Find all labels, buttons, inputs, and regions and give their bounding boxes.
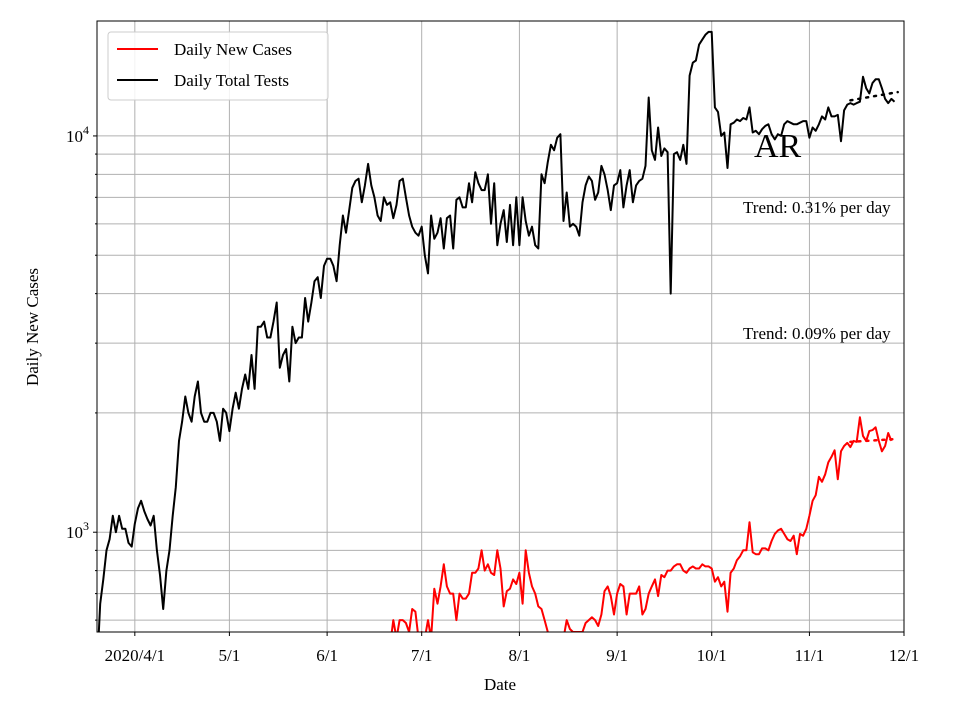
y-tick-label: 103 [66,519,89,542]
x-tick-label: 6/1 [316,646,338,665]
plot-frame [96,20,905,633]
y-axis-label: Daily New Cases [23,268,42,386]
trend-line-daily-new-cases [849,437,899,444]
x-tick-label: 5/1 [219,646,241,665]
x-axis: 2020/4/1 5/1 6/1 7/1 8/1 9/1 10/1 11/1 12/1 [105,632,919,665]
tests-trend-annotation: Trend: 0.31% per day [743,198,891,217]
x-axis-label: Date [484,675,516,694]
legend-label-cases: Daily New Cases [174,40,292,59]
state-annotation: AR [754,128,802,165]
legend: Daily New Cases Daily Total Tests [107,31,329,101]
series-layer [97,30,899,632]
legend-label-tests: Daily Total Tests [174,71,289,90]
series-line-daily-total-tests [97,30,896,632]
x-tick-label: 10/1 [697,646,727,665]
y-tick-label: 104 [66,123,89,146]
x-tick-label: 8/1 [509,646,531,665]
cases-trend-annotation: Trend: 0.09% per day [743,324,891,343]
x-tick-label: 7/1 [411,646,433,665]
y-axis: 103 104 [66,123,97,621]
x-tick-label: 2020/4/1 [105,646,165,665]
trend-line-daily-total-tests [849,90,899,102]
x-tick-label: 11/1 [795,646,825,665]
legend-box [107,31,329,101]
x-tick-label: 12/1 [889,646,919,665]
series-line-daily-new-cases [390,416,893,632]
x-tick-label: 9/1 [606,646,628,665]
